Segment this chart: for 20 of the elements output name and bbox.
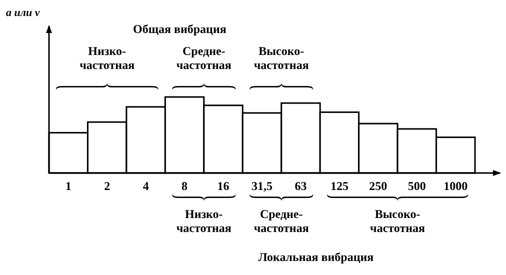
x-tick-label: 31,5 [252, 179, 272, 193]
x-tick-label: 250 [369, 179, 388, 193]
text: Низко- частотная [80, 44, 136, 72]
x-tick-label: 500 [408, 179, 426, 193]
chart-title: Общая вибрация [133, 22, 227, 36]
text: Высоко- частотная [370, 207, 426, 235]
x-tick-label: 125 [330, 179, 348, 193]
text: Средне- частотная [176, 44, 232, 72]
text: a или v [6, 7, 40, 19]
x-tick-label: 2 [104, 179, 110, 193]
text: Высоко- частотная [254, 44, 310, 72]
text: Низко- частотная [176, 207, 232, 235]
x-tick-label: 1 [65, 179, 72, 193]
x-tick-label: 63 [294, 179, 307, 193]
x-tick-label: 1000 [444, 179, 468, 193]
text: Средне- частотная [254, 207, 310, 235]
x-axis-title: Локальная вибрация [258, 250, 374, 264]
x-tick-label: 16 [217, 179, 230, 193]
x-tick-label: 4 [142, 179, 149, 193]
x-tick-label: 8 [182, 179, 188, 193]
